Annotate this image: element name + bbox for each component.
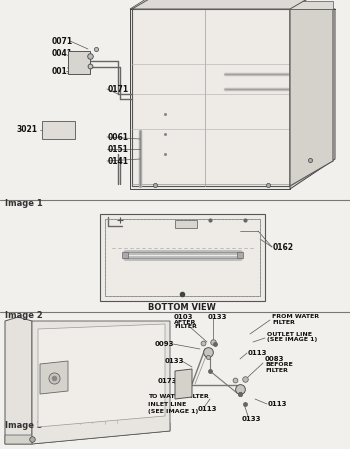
Text: 0083: 0083	[265, 356, 285, 362]
Text: (SEE IMAGE 1): (SEE IMAGE 1)	[267, 338, 317, 343]
Text: 0113: 0113	[198, 406, 217, 412]
Text: Image 2: Image 2	[5, 312, 43, 321]
Polygon shape	[42, 121, 75, 139]
Polygon shape	[290, 9, 333, 186]
Text: (SEE IMAGE 1): (SEE IMAGE 1)	[148, 409, 198, 414]
Polygon shape	[175, 369, 192, 399]
Text: 0011: 0011	[52, 66, 73, 75]
Polygon shape	[132, 0, 333, 9]
Polygon shape	[32, 321, 170, 444]
Polygon shape	[5, 317, 32, 444]
Polygon shape	[40, 361, 68, 394]
Bar	[105, 219, 260, 296]
Text: 0041: 0041	[52, 49, 73, 58]
Polygon shape	[5, 423, 170, 444]
Text: FILTER: FILTER	[174, 325, 197, 330]
Text: FROM WATER: FROM WATER	[272, 314, 319, 320]
Text: FILTER: FILTER	[272, 321, 295, 326]
Polygon shape	[68, 51, 90, 74]
Text: TO WATER FILTER: TO WATER FILTER	[148, 393, 209, 399]
Polygon shape	[130, 9, 290, 189]
Polygon shape	[132, 9, 290, 186]
Text: 0093: 0093	[155, 341, 175, 347]
Polygon shape	[100, 214, 265, 301]
Text: 0133: 0133	[165, 358, 184, 364]
Text: BEFORE: BEFORE	[265, 362, 293, 367]
Text: Image 1: Image 1	[5, 199, 43, 208]
Text: FILTER: FILTER	[265, 367, 288, 373]
Text: Image 3: Image 3	[5, 422, 43, 431]
Text: 0113: 0113	[268, 401, 287, 407]
Text: 0113: 0113	[248, 350, 267, 356]
Polygon shape	[132, 1, 333, 9]
Text: 0141: 0141	[108, 157, 129, 166]
Text: 0071: 0071	[52, 36, 73, 45]
Text: OUTLET LINE: OUTLET LINE	[267, 333, 312, 338]
Text: 3021: 3021	[17, 126, 38, 135]
Text: 0061: 0061	[108, 132, 129, 141]
Text: 0162: 0162	[273, 242, 294, 251]
Text: 0133: 0133	[208, 314, 228, 320]
Polygon shape	[38, 324, 165, 427]
Text: BOTTOM VIEW: BOTTOM VIEW	[148, 303, 216, 312]
Text: INLET LINE: INLET LINE	[148, 402, 186, 408]
Polygon shape	[130, 0, 335, 9]
Text: 0103: 0103	[174, 314, 194, 320]
Text: 0171: 0171	[108, 84, 129, 93]
Bar	[175, 220, 197, 228]
Text: 0151: 0151	[108, 145, 129, 154]
Text: AFTER: AFTER	[174, 320, 196, 325]
Polygon shape	[290, 9, 335, 189]
Text: 0173: 0173	[158, 378, 177, 384]
Text: 0133: 0133	[242, 416, 261, 422]
